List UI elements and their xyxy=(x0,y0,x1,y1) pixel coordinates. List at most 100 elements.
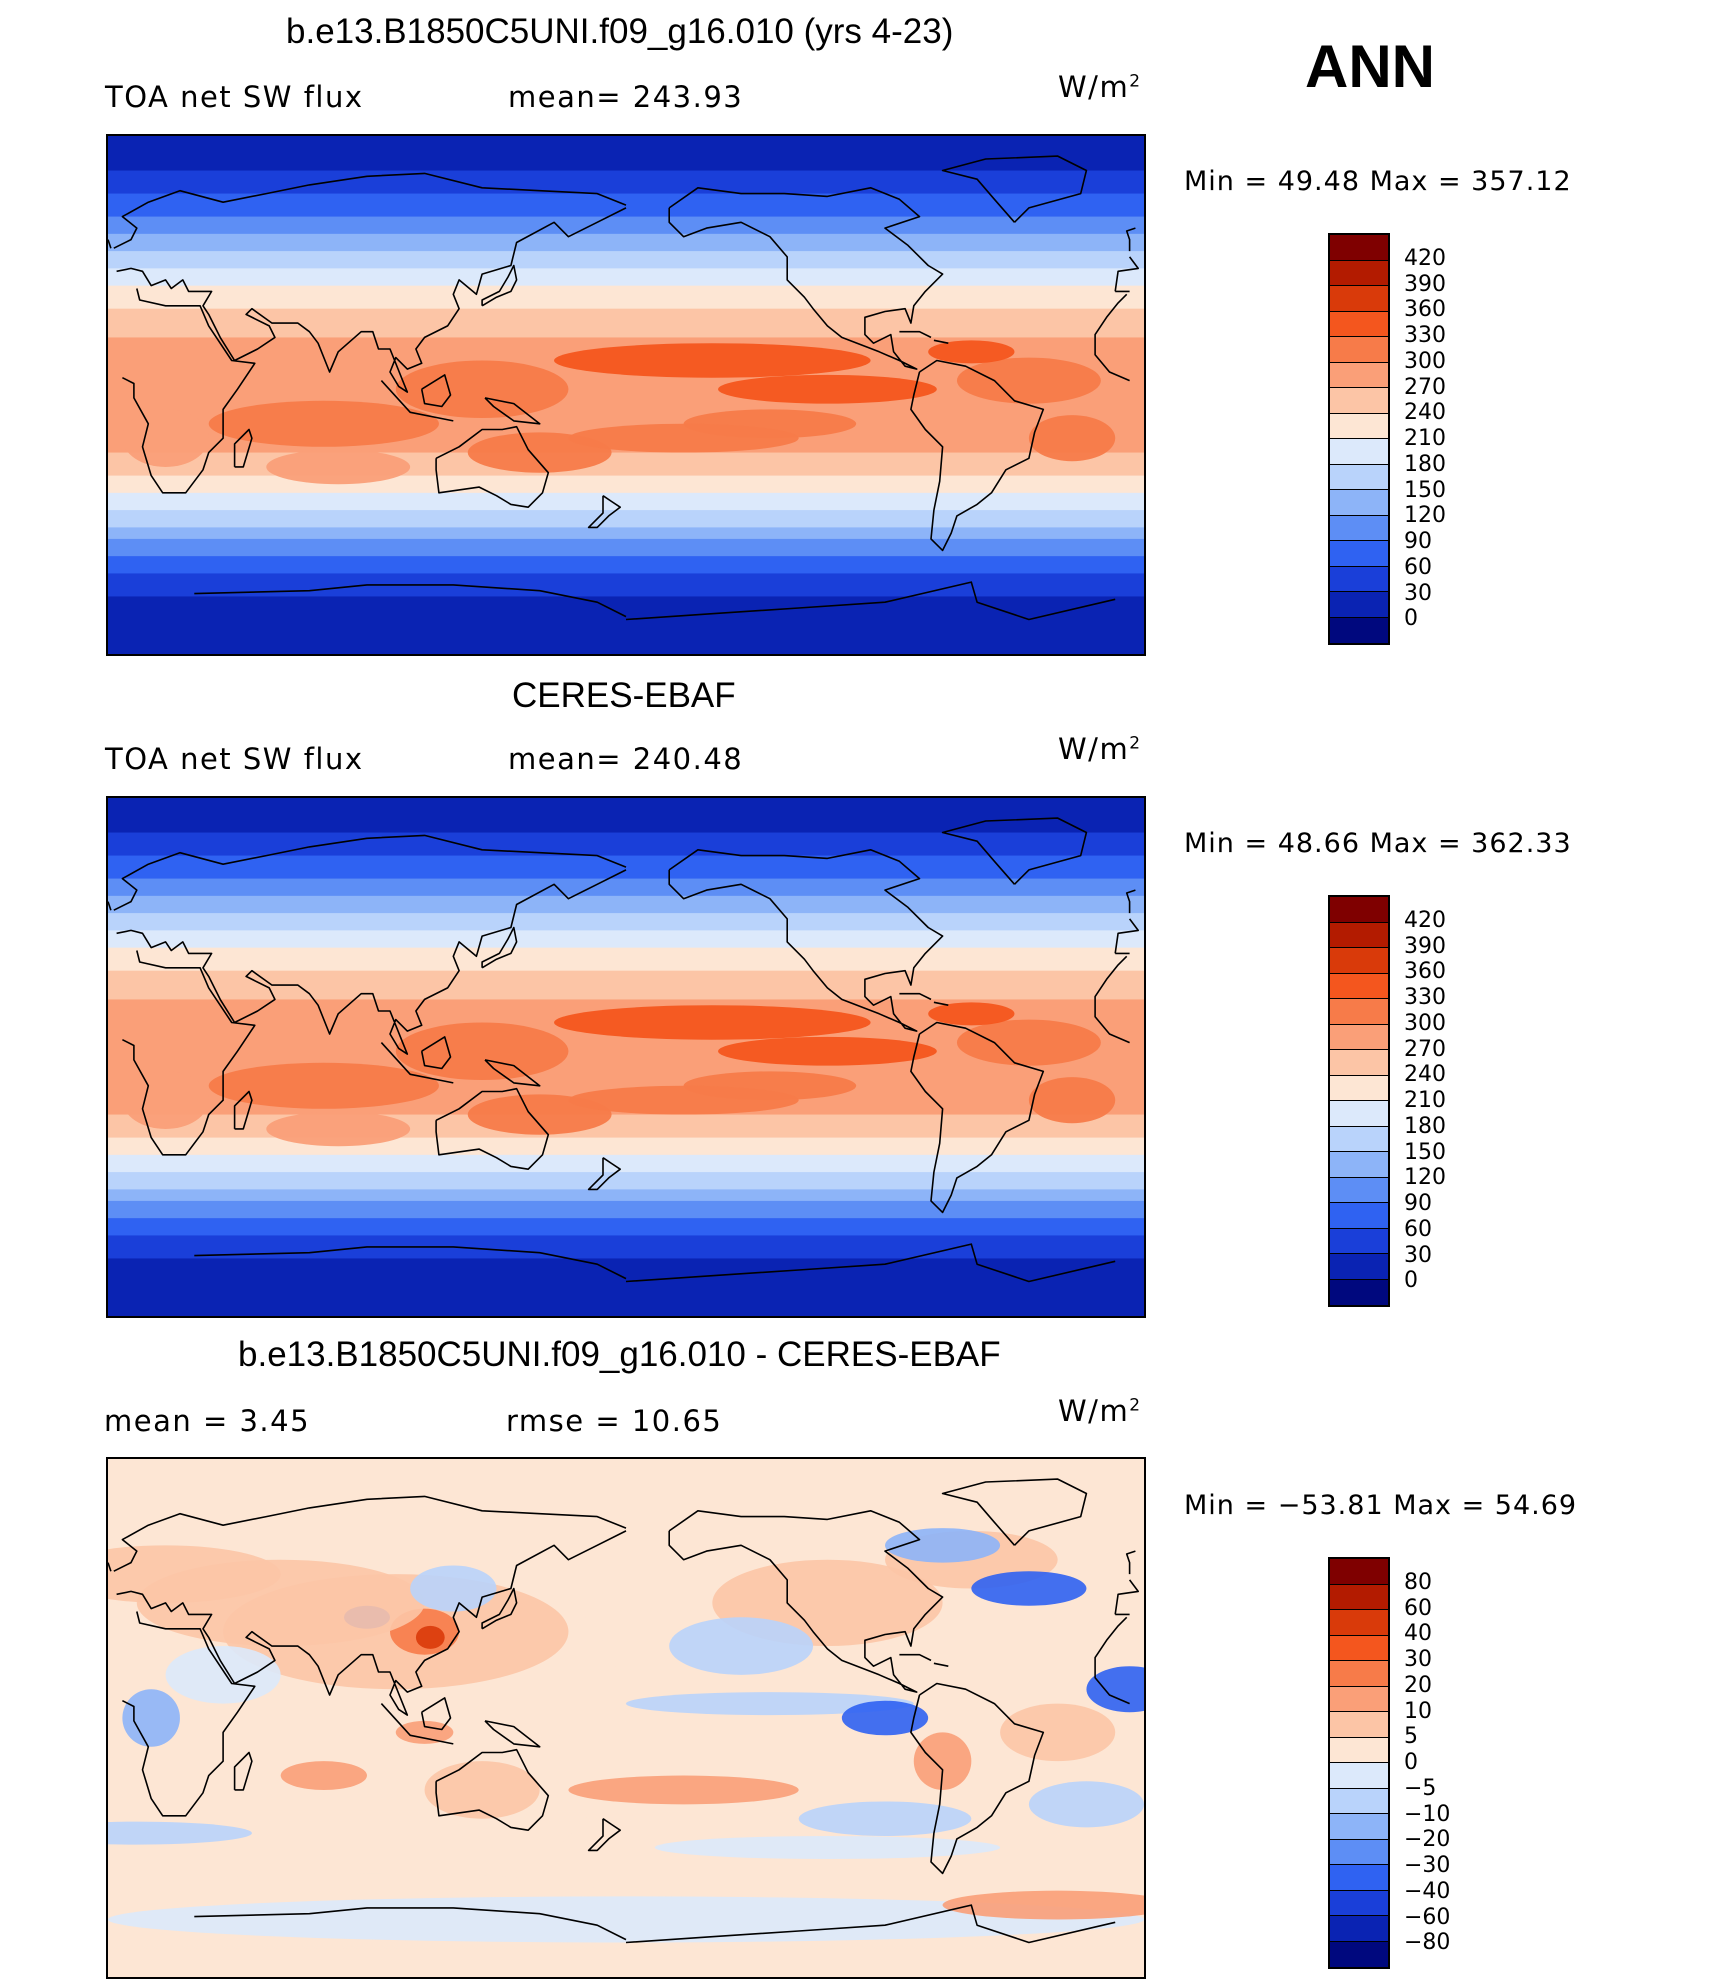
colorbar-swatch xyxy=(1330,1050,1388,1076)
colorbar-tick-label: 10 xyxy=(1404,1698,1432,1724)
colorbar-tick-label: 240 xyxy=(1404,1062,1446,1088)
colorbar-swatch xyxy=(1330,235,1388,261)
colorbar-tick-label: −30 xyxy=(1404,1853,1451,1878)
colorbar-tick-label: 60 xyxy=(1404,554,1432,580)
colorbar-swatch xyxy=(1330,617,1388,643)
panel-1-variable-label: TOA net SW flux xyxy=(105,80,364,114)
colorbar-tick-label: 60 xyxy=(1404,1216,1432,1242)
colorbar-swatch xyxy=(1330,1686,1388,1712)
colorbar-swatch xyxy=(1330,490,1388,516)
colorbar-tick-label: 300 xyxy=(1404,348,1446,374)
panel-1-colorbar-labels: 420 390 360 330 300 270 240 210 180 150 120 90 60 30 0 xyxy=(1404,233,1484,645)
colorbar-swatch xyxy=(1330,999,1388,1025)
colorbar-tick-label: 420 xyxy=(1404,907,1446,933)
panel-2-variable-label: TOA net SW flux xyxy=(105,742,364,776)
panel-3-map xyxy=(106,1457,1146,1979)
panel-3-title: b.e13.B1850C5UNI.f09_g16.010 - CERES-EBA… xyxy=(238,1335,1001,1374)
panel-1-units: W/m2 xyxy=(1058,70,1142,104)
colorbar-swatch xyxy=(1330,1839,1388,1865)
colorbar-swatch xyxy=(1330,1737,1388,1763)
panel-2-map xyxy=(106,796,1146,1318)
colorbar-swatch xyxy=(1330,1101,1388,1127)
colorbar-tick-label: 390 xyxy=(1404,933,1446,959)
colorbar-tick-label: 300 xyxy=(1404,1010,1446,1036)
colorbar-swatch xyxy=(1330,362,1388,388)
panel-2-mean-label: mean= 240.48 xyxy=(508,742,744,776)
panel-2-title: CERES-EBAF xyxy=(512,676,736,715)
colorbar-tick-label: 150 xyxy=(1404,477,1446,503)
colorbar-tick-label: 30 xyxy=(1404,1647,1432,1672)
colorbar-tick-label: 420 xyxy=(1404,245,1446,271)
panel-1-title: b.e13.B1850C5UNI.f09_g16.010 (yrs 4-23) xyxy=(286,12,954,51)
colorbar-tick-label: 20 xyxy=(1404,1672,1432,1698)
colorbar-swatch xyxy=(1330,286,1388,312)
panel-2-colorbar-labels: 420 390 360 330 300 270 240 210 180 150 120 90 60 30 0 xyxy=(1404,895,1484,1307)
colorbar-tick-label: 150 xyxy=(1404,1139,1446,1165)
colorbar-tick-label: 210 xyxy=(1404,426,1446,451)
colorbar-swatch xyxy=(1330,1635,1388,1661)
colorbar-swatch xyxy=(1330,1916,1388,1942)
colorbar-tick-label: −80 xyxy=(1404,1930,1451,1956)
colorbar-tick-label: 240 xyxy=(1404,400,1446,426)
panel-2-minmax: Min = 48.66 Max = 362.33 xyxy=(1184,828,1572,859)
panel-2-colorbar xyxy=(1328,895,1390,1307)
colorbar-tick-label: −60 xyxy=(1404,1904,1451,1930)
colorbar-tick-label: 40 xyxy=(1404,1621,1432,1647)
colorbar-tick-label: 330 xyxy=(1404,323,1446,348)
colorbar-swatch xyxy=(1330,1661,1388,1687)
colorbar-tick-label: 120 xyxy=(1404,503,1446,529)
panel-3-colorbar-labels: 80 60 40 30 20 10 5 0 −5 −10 −20 −30 −40 −60 −80 xyxy=(1404,1557,1484,1969)
colorbar-swatch xyxy=(1330,464,1388,490)
panel-2-units: W/m2 xyxy=(1058,732,1142,766)
panel-3-colorbar xyxy=(1328,1557,1390,1969)
colorbar-swatch xyxy=(1330,922,1388,948)
colorbar-swatch xyxy=(1330,541,1388,567)
colorbar-swatch xyxy=(1330,1712,1388,1738)
colorbar-tick-label: 180 xyxy=(1404,1113,1446,1139)
colorbar-swatch xyxy=(1330,566,1388,592)
colorbar-swatch xyxy=(1330,1279,1388,1305)
colorbar-tick-label: 270 xyxy=(1404,1036,1446,1062)
colorbar-tick-label: 90 xyxy=(1404,529,1432,554)
colorbar-swatch xyxy=(1330,1254,1388,1280)
panel-3-rmse-label: rmse = 10.65 xyxy=(506,1404,723,1438)
colorbar-swatch xyxy=(1330,1941,1388,1967)
colorbar-tick-label: −40 xyxy=(1404,1878,1451,1904)
colorbar-swatch xyxy=(1330,515,1388,541)
colorbar-swatch xyxy=(1330,1126,1388,1152)
colorbar-tick-label: −20 xyxy=(1404,1827,1451,1853)
colorbar-swatch xyxy=(1330,1152,1388,1178)
colorbar-swatch xyxy=(1330,1228,1388,1254)
colorbar-tick-label: 360 xyxy=(1404,959,1446,985)
colorbar-swatch xyxy=(1330,1559,1388,1585)
colorbar-tick-label: 120 xyxy=(1404,1165,1446,1191)
colorbar-tick-label: 0 xyxy=(1404,1268,1418,1294)
colorbar-tick-label: 270 xyxy=(1404,374,1446,400)
panel-2-map-graphic xyxy=(108,798,1144,1316)
colorbar-tick-label: 210 xyxy=(1404,1088,1446,1113)
colorbar-swatch xyxy=(1330,1584,1388,1610)
colorbar-swatch xyxy=(1330,260,1388,286)
colorbar-tick-label: 0 xyxy=(1404,606,1418,632)
colorbar-tick-label: 180 xyxy=(1404,451,1446,477)
colorbar-swatch xyxy=(1330,1075,1388,1101)
colorbar-swatch xyxy=(1330,1763,1388,1789)
panel-1-minmax: Min = 49.48 Max = 357.12 xyxy=(1184,166,1572,197)
colorbar-swatch xyxy=(1330,592,1388,618)
panel-3-mean-label: mean = 3.45 xyxy=(104,1404,311,1438)
colorbar-tick-label: 80 xyxy=(1404,1569,1432,1595)
colorbar-swatch xyxy=(1330,973,1388,999)
panel-1-colorbar xyxy=(1328,233,1390,645)
colorbar-tick-label: 30 xyxy=(1404,580,1432,606)
colorbar-swatch xyxy=(1330,948,1388,974)
colorbar-swatch xyxy=(1330,337,1388,363)
colorbar-swatch xyxy=(1330,1024,1388,1050)
colorbar-swatch xyxy=(1330,1890,1388,1916)
colorbar-swatch xyxy=(1330,388,1388,414)
panel-3-units: W/m2 xyxy=(1058,1394,1142,1428)
colorbar-swatch xyxy=(1330,1610,1388,1636)
colorbar-swatch xyxy=(1330,1788,1388,1814)
colorbar-swatch xyxy=(1330,1177,1388,1203)
panel-3-map-graphic xyxy=(108,1459,1144,1977)
colorbar-tick-label: 360 xyxy=(1404,297,1446,323)
